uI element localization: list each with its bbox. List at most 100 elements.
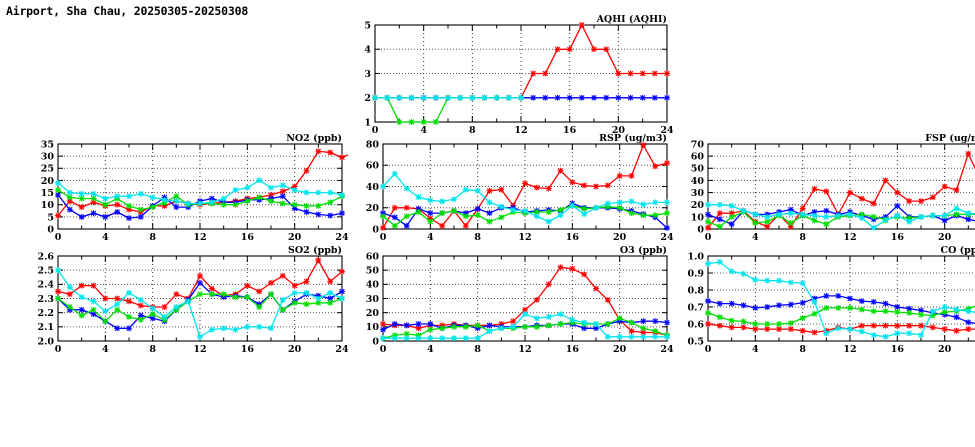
y-tick-label: 20 bbox=[41, 176, 55, 187]
y-tick-label: 1 bbox=[364, 117, 371, 128]
x-tick-label: 20 bbox=[288, 232, 302, 242]
x-tick-label: 24 bbox=[660, 125, 673, 135]
x-tick-label: 4 bbox=[427, 344, 434, 354]
x-tick-label: 20 bbox=[612, 125, 626, 135]
x-tick-label: 4 bbox=[102, 344, 109, 354]
x-tick-label: 20 bbox=[938, 232, 952, 242]
y-tick-label: 0 bbox=[372, 336, 379, 347]
y-tick-label: 60 bbox=[366, 161, 380, 172]
x-tick-label: 16 bbox=[241, 232, 255, 242]
y-tick-label: 40 bbox=[691, 176, 705, 187]
chart-so2: SO2 (ppb) 2.0 2.1 2.2 2.3 2.4 2.5 2.6 0 4 8 12 16 20 2… bbox=[37, 245, 348, 354]
x-tick-label: 0 bbox=[372, 125, 379, 135]
x-tick-label: 16 bbox=[563, 125, 577, 135]
y-tick-label: 10 bbox=[366, 322, 380, 333]
series-day4 bbox=[372, 94, 524, 101]
chart-title: FSP (ug/m3) bbox=[925, 133, 975, 144]
chart-title: NO2 (ppb) bbox=[286, 133, 342, 144]
y-tick-label: 4 bbox=[364, 45, 371, 56]
panel-aqhi: AQHI (AQHI) 1 2 3 4 5 0 4 8 12 16 20 24 bbox=[341, 12, 673, 135]
x-tick-label: 0 bbox=[55, 344, 62, 354]
y-tick-label: 5 bbox=[364, 20, 371, 31]
x-tick-label: 4 bbox=[752, 232, 759, 242]
x-tick-label: 4 bbox=[427, 232, 434, 242]
page-title: Airport, Sha Chau, 20250305-20250308 bbox=[6, 4, 249, 18]
y-tick-label: 25 bbox=[41, 164, 54, 175]
x-tick-label: 4 bbox=[420, 125, 427, 135]
x-tick-label: 24 bbox=[335, 344, 348, 354]
x-tick-label: 16 bbox=[891, 344, 905, 354]
chart-fsp: FSP (ug/m3)01020304050607004812162024 bbox=[691, 133, 975, 242]
x-tick-label: 8 bbox=[149, 232, 156, 242]
x-tick-label: 12 bbox=[193, 344, 206, 354]
x-tick-label: 8 bbox=[799, 344, 806, 354]
x-tick-label: 8 bbox=[149, 344, 156, 354]
y-tick-label: 10 bbox=[691, 212, 705, 223]
y-tick-label: 0 bbox=[372, 224, 379, 235]
y-tick-label: 40 bbox=[366, 280, 380, 291]
chart-title: RSP (ug/m3) bbox=[599, 133, 667, 144]
y-tick-label: 60 bbox=[366, 251, 380, 262]
panel-rsp: RSP (ug/m3) 0 20 40 60 80 0 4 8 12 16 20 24 bbox=[349, 131, 673, 242]
series-day4 bbox=[55, 177, 345, 207]
series-day4 bbox=[380, 311, 670, 342]
x-tick-label: 16 bbox=[891, 232, 905, 242]
x-tick-label: 20 bbox=[613, 232, 627, 242]
y-tick-label: 5 bbox=[47, 212, 54, 223]
y-tick-label: 10 bbox=[41, 200, 55, 211]
y-tick-label: 40 bbox=[366, 182, 380, 193]
x-tick-label: 12 bbox=[518, 232, 531, 242]
chart-title: O3 (ppb) bbox=[620, 245, 667, 256]
x-tick-label: 12 bbox=[843, 232, 856, 242]
y-tick-label: 2 bbox=[364, 93, 371, 104]
x-tick-label: 0 bbox=[705, 232, 712, 242]
panel-fsp: FSP (ug/m3)01020304050607004812162024 bbox=[674, 131, 975, 242]
x-tick-label: 12 bbox=[514, 125, 527, 135]
x-tick-label: 8 bbox=[474, 232, 481, 242]
y-tick-label: 0.7 bbox=[687, 302, 704, 313]
x-tick-label: 16 bbox=[566, 344, 580, 354]
y-tick-label: 0 bbox=[697, 224, 704, 235]
y-tick-label: 0.5 bbox=[687, 336, 704, 347]
x-tick-label: 20 bbox=[613, 344, 627, 354]
x-tick-label: 0 bbox=[55, 232, 62, 242]
y-tick-label: 80 bbox=[366, 139, 380, 150]
y-tick-label: 20 bbox=[366, 308, 380, 319]
y-tick-label: 50 bbox=[691, 164, 705, 175]
y-tick-label: 50 bbox=[366, 266, 380, 277]
x-tick-label: 12 bbox=[518, 344, 531, 354]
chart-title: AQHI (AQHI) bbox=[596, 14, 667, 25]
y-tick-label: 2.0 bbox=[37, 336, 54, 347]
x-tick-label: 12 bbox=[843, 344, 856, 354]
y-tick-label: 20 bbox=[691, 200, 705, 211]
series-day4 bbox=[55, 267, 345, 340]
y-tick-label: 15 bbox=[41, 188, 54, 199]
y-tick-label: 30 bbox=[691, 188, 705, 199]
x-tick-label: 8 bbox=[469, 125, 476, 135]
y-tick-label: 0.8 bbox=[687, 285, 704, 296]
x-tick-label: 12 bbox=[193, 232, 206, 242]
y-tick-label: 2.2 bbox=[37, 308, 54, 319]
y-tick-label: 60 bbox=[691, 152, 705, 163]
x-tick-label: 24 bbox=[660, 232, 673, 242]
y-tick-label: 2.6 bbox=[37, 251, 54, 262]
x-tick-label: 24 bbox=[335, 232, 348, 242]
series-day4 bbox=[380, 170, 670, 225]
series-day4 bbox=[705, 201, 975, 231]
chart-title: SO2 (ppb) bbox=[288, 245, 342, 256]
x-tick-label: 8 bbox=[474, 344, 481, 354]
y-tick-label: 3 bbox=[364, 69, 371, 80]
y-tick-label: 35 bbox=[41, 139, 54, 150]
x-tick-label: 4 bbox=[102, 232, 109, 242]
x-tick-label: 24 bbox=[660, 344, 673, 354]
y-tick-label: 2.1 bbox=[37, 322, 54, 333]
y-tick-label: 0 bbox=[47, 224, 54, 235]
x-tick-label: 20 bbox=[288, 344, 302, 354]
series-day4 bbox=[705, 259, 975, 340]
series-day3 bbox=[55, 291, 345, 325]
y-tick-label: 2.5 bbox=[37, 266, 54, 277]
y-tick-label: 0.9 bbox=[687, 268, 704, 279]
chart-title: CO (ppm) bbox=[941, 245, 975, 256]
y-tick-label: 30 bbox=[41, 152, 55, 163]
